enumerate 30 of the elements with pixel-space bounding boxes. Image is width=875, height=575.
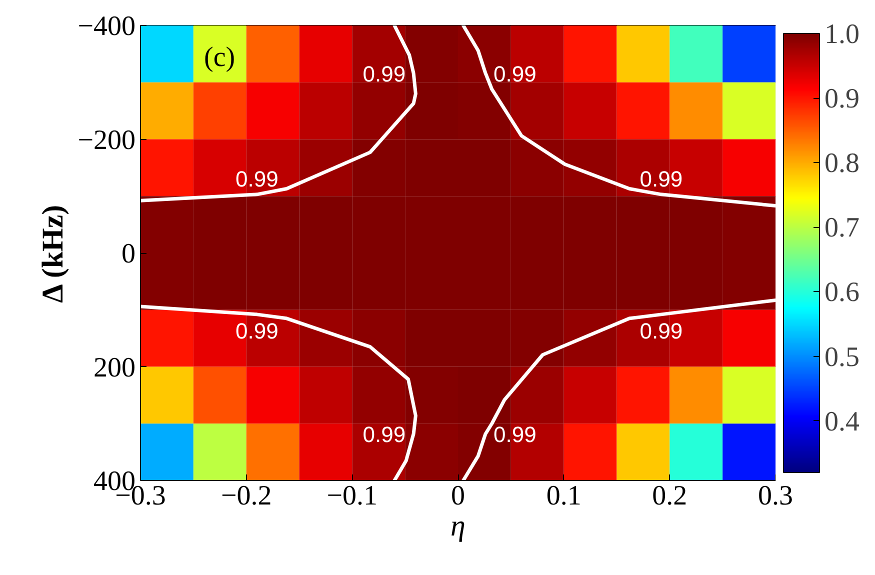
line-series xyxy=(140,26,418,202)
color-bar-label: 0.5 xyxy=(824,342,860,373)
text: 0.99 xyxy=(494,61,536,86)
y-tick-label: 200 xyxy=(94,352,136,384)
color-bar-label: 1.0 xyxy=(824,19,860,50)
series-label: 0.99 xyxy=(494,422,536,447)
color-bar-label: 0.4 xyxy=(824,406,860,438)
color-bar-label: 0.7 xyxy=(824,212,860,244)
series-label: 0.99 xyxy=(236,166,278,192)
x-tick-label: 0.1 xyxy=(546,480,582,512)
y-tick-label: −200 xyxy=(78,124,136,156)
x-tick-label: 0.3 xyxy=(758,480,793,512)
x-tick-label: −0.2 xyxy=(220,480,272,512)
series-label: 0.99 xyxy=(236,318,278,344)
color-bar-label: 0.9 xyxy=(824,84,860,115)
text: 0.99 xyxy=(362,422,406,447)
x-axis-title: η xyxy=(450,510,466,542)
text: 0.99 xyxy=(640,318,683,344)
y-axis-title: Δ (kHz) xyxy=(36,204,70,303)
y-tick-label: −400 xyxy=(78,11,136,42)
line-series xyxy=(140,304,418,480)
color-bar-label: 0.6 xyxy=(824,277,860,308)
x-tick-label: 0.2 xyxy=(652,480,688,512)
text: 0.99 xyxy=(362,61,406,86)
y-tick-label: 0 xyxy=(122,238,136,270)
color-bar-label: 0.8 xyxy=(824,148,860,180)
annotation: (c) xyxy=(204,42,236,73)
x-tick-label: 0 xyxy=(451,480,465,512)
series-label: 0.99 xyxy=(640,166,683,192)
x-tick-label: −0.1 xyxy=(326,480,378,512)
